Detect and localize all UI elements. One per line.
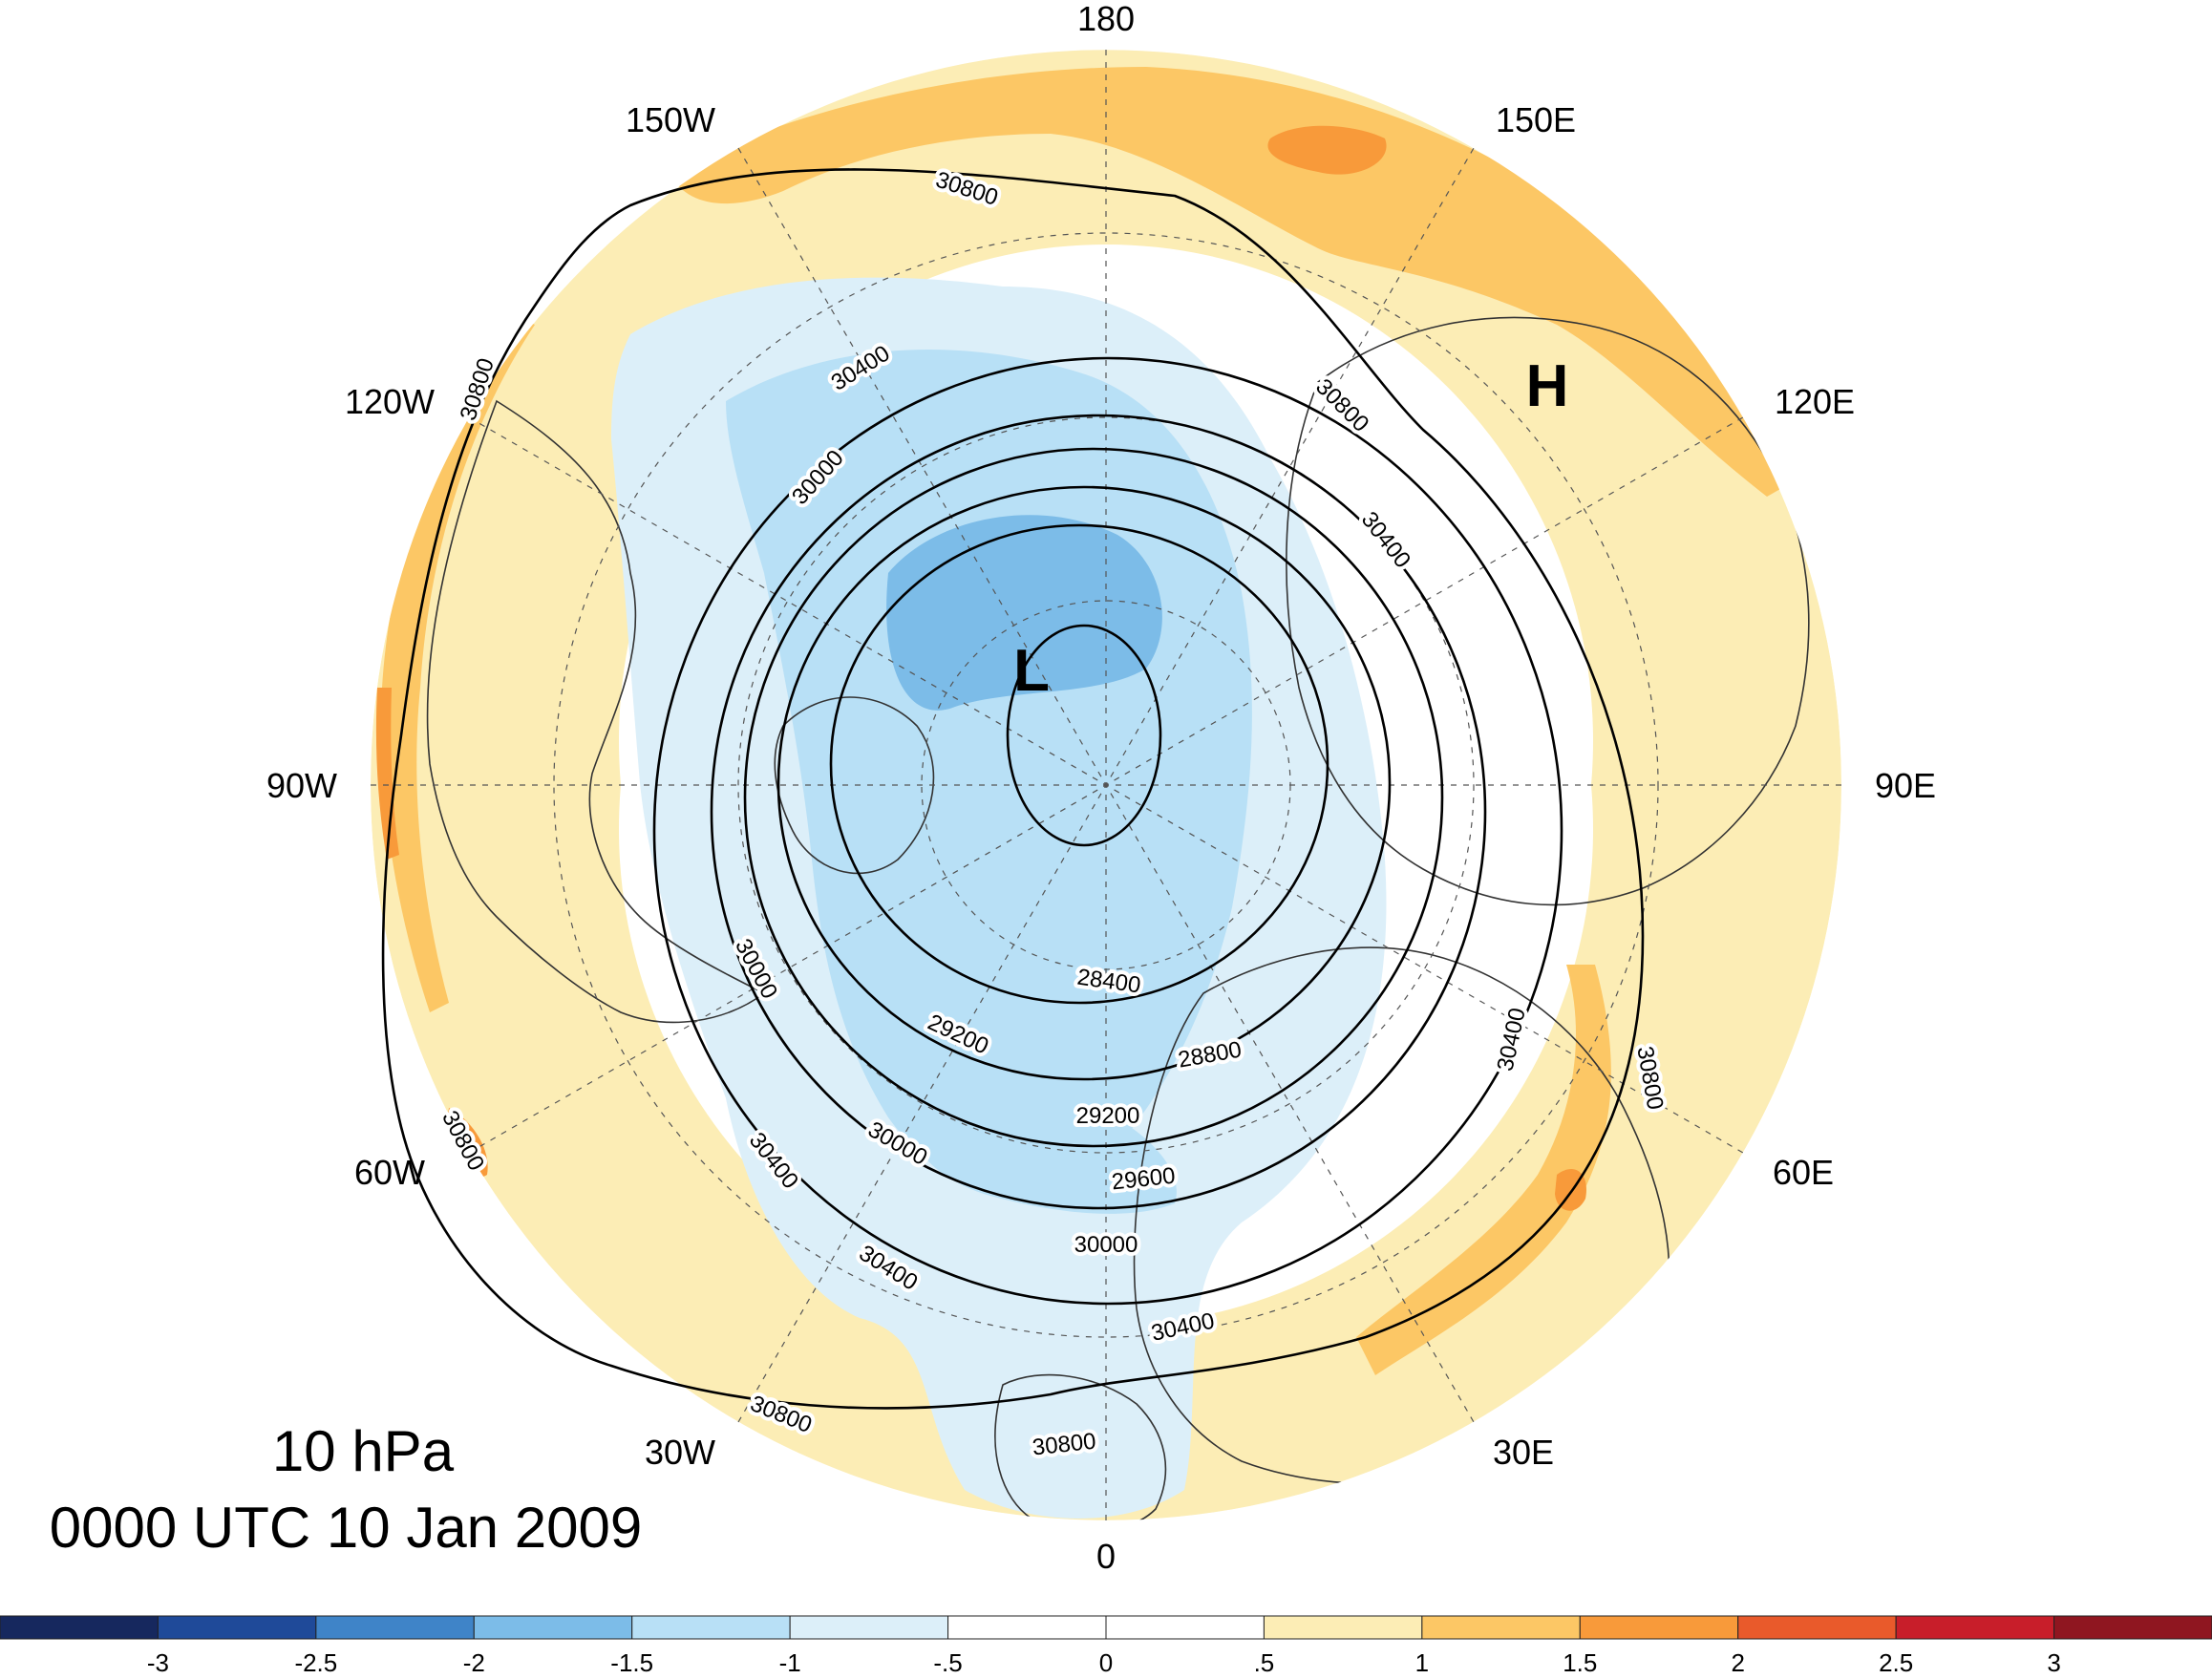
lon-label-30w: 30W [645, 1433, 715, 1472]
colorbar-tick-label: -2 [463, 1648, 485, 1674]
colorbar-box [0, 1615, 159, 1640]
colorbar-box [1263, 1615, 1423, 1640]
colorbar-box [1579, 1615, 1739, 1640]
lon-label-60e: 60E [1773, 1153, 1834, 1192]
anomaly-negative-lower [905, 1078, 1177, 1214]
latitude-circle [553, 232, 1659, 1338]
contour-28800 [829, 523, 1329, 1005]
lon-label-60w: 60W [354, 1153, 425, 1192]
coast-africa [994, 1373, 1167, 1520]
colorbar-tick-label: 2.5 [1879, 1648, 1913, 1674]
anomaly-positive-right [1356, 965, 1611, 1375]
colorbar-boxes [0, 1615, 2212, 1640]
colorbar-tick-label: 2 [1731, 1648, 1744, 1674]
meridian-30w-150e [737, 147, 1475, 1423]
colorbar-box [473, 1615, 633, 1640]
pressure-level-title: 10 hPa [272, 1419, 455, 1483]
colorbar-tick-labels: -3 -2.5 -2 -1.5 -1 -.5 0 .5 1 1.5 2 2.5 3 [147, 1648, 2061, 1677]
colorbar-box [1105, 1615, 1265, 1640]
lon-label-90e: 90E [1875, 766, 1936, 805]
colorbar-tick-label: -1.5 [610, 1648, 653, 1674]
coast-north-america [426, 399, 766, 1024]
lon-label-0: 0 [1096, 1537, 1116, 1576]
high-pressure-center: H [1526, 353, 1569, 419]
colorbar-tick-label: 3 [2047, 1648, 2060, 1674]
lon-label-90w: 90W [266, 766, 337, 805]
polar-disk [371, 50, 1841, 1520]
colorbar-box [2053, 1615, 2212, 1640]
colorbar-tick-label: 1.5 [1563, 1648, 1597, 1674]
colorbar-tick-label: -.5 [933, 1648, 962, 1674]
colorbar-box [315, 1615, 475, 1640]
anomaly-positive-left [381, 315, 535, 1012]
lon-label-120e: 120E [1775, 382, 1855, 421]
coast-siberia [1286, 316, 1810, 906]
colorbar-box [631, 1615, 791, 1640]
lon-label-180: 180 [1077, 0, 1135, 38]
lon-label-30e: 30E [1493, 1433, 1554, 1472]
colorbar-box [1895, 1615, 2055, 1640]
contour-29600 [743, 447, 1444, 1148]
lon-label-120w: 120W [345, 382, 435, 421]
contour-28400 [1006, 624, 1162, 847]
colorbar-box [947, 1615, 1107, 1640]
contour-30800 [381, 168, 1645, 1410]
anomaly-shading [371, 50, 1841, 1520]
colorbar-tick-label: 1 [1415, 1648, 1429, 1674]
colorbar-tick-label: -1 [779, 1648, 801, 1674]
height-contours [381, 168, 1645, 1410]
lon-label-150w: 150W [626, 100, 715, 139]
anomaly-negative-core [886, 515, 1162, 711]
low-pressure-center: L [1013, 638, 1050, 704]
datetime-title: 0000 UTC 10 Jan 2009 [50, 1496, 642, 1560]
colorbar-tick-label: 0 [1099, 1648, 1113, 1674]
contour-29200 [776, 485, 1392, 1081]
colorbar-tick-label: -3 [147, 1648, 169, 1674]
colorbar-tick-label: -2.5 [294, 1648, 337, 1674]
coastlines [426, 316, 1810, 1520]
colorbar-box [1421, 1615, 1581, 1640]
longitude-labels: 180 0 90W 90E 150W 120W 60W 30W 150E 120… [266, 0, 1936, 1576]
contour-label-30000: 30000 [1074, 1232, 1138, 1258]
anomaly-positive-top [669, 67, 1834, 497]
anomaly-positive-top-core [1267, 125, 1387, 175]
anomaly-positive-left-core [375, 688, 399, 860]
latitude-circle [737, 416, 1475, 1154]
colorbar-tick-label: .5 [1254, 1648, 1275, 1674]
colorbar-box [1737, 1615, 1897, 1640]
contour-30400 [652, 356, 1563, 1306]
colorbar-box [157, 1615, 317, 1640]
lon-label-150e: 150E [1496, 100, 1576, 139]
coast-greenland [774, 696, 935, 875]
colorbar: -3 -2.5 -2 -1.5 -1 -.5 0 .5 1 1.5 2 2.5 3 [0, 1615, 2212, 1677]
contour-30000 [710, 414, 1487, 1210]
contour-label-29200: 29200 [1076, 1103, 1140, 1129]
graticule [371, 50, 1841, 1520]
colorbar-box [789, 1615, 949, 1640]
figure-title: 10 hPa 0000 UTC 10 Jan 2009 [50, 1419, 642, 1560]
